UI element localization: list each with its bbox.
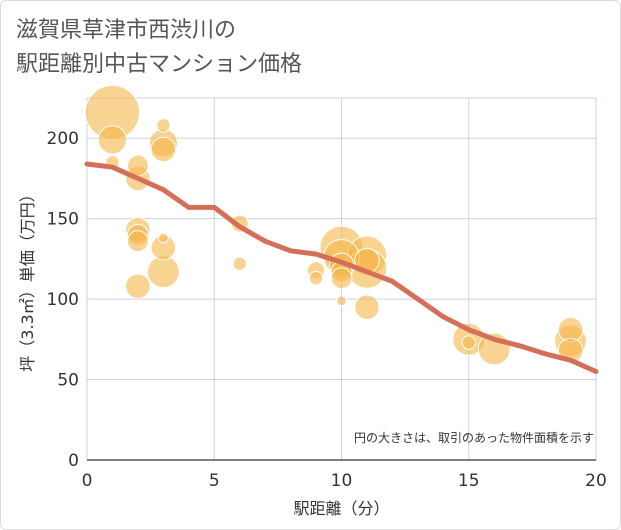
data-bubble: [146, 255, 180, 289]
data-bubble: [158, 232, 169, 244]
y-tick-label: 100: [47, 290, 79, 310]
title-line-1: 滋賀県草津市西渋川の: [16, 18, 237, 43]
y-tick-label: 150: [47, 210, 79, 230]
data-bubble: [232, 256, 247, 271]
y-tick-label: 50: [57, 371, 79, 391]
size-note: 円の大きさは、取引のあった物件面積を示す: [354, 430, 594, 445]
data-bubble: [336, 295, 347, 307]
data-bubble: [97, 125, 128, 155]
data-bubble: [125, 273, 151, 299]
y-tick-label: 0: [68, 451, 79, 471]
data-bubble: [354, 294, 380, 320]
data-bubble: [308, 270, 324, 286]
data-bubble: [156, 118, 171, 133]
bubble-series: [84, 84, 587, 366]
data-bubble: [126, 230, 149, 253]
trend-series: [84, 161, 599, 374]
x-tick-label: 5: [209, 471, 220, 491]
x-axis-label: 駅距離（分）: [293, 499, 389, 518]
grid: [86, 97, 597, 461]
x-tick-label: 20: [585, 471, 607, 491]
x-tick-label: 15: [458, 471, 480, 491]
chart-title: 滋賀県草津市西渋川の 駅距離別中古マンション価格: [16, 14, 302, 82]
data-bubble: [330, 267, 353, 290]
data-bubble: [461, 335, 476, 350]
trend-line: [84, 161, 599, 374]
x-tick-label: 10: [331, 471, 353, 491]
y-tick-label: 200: [47, 129, 79, 149]
y-axis-label: 坪（3.3㎡）単価（万円）: [18, 186, 37, 371]
title-line-2: 駅距離別中古マンション価格: [16, 52, 303, 77]
data-bubble: [150, 136, 177, 163]
x-tick-label: 0: [82, 471, 93, 491]
